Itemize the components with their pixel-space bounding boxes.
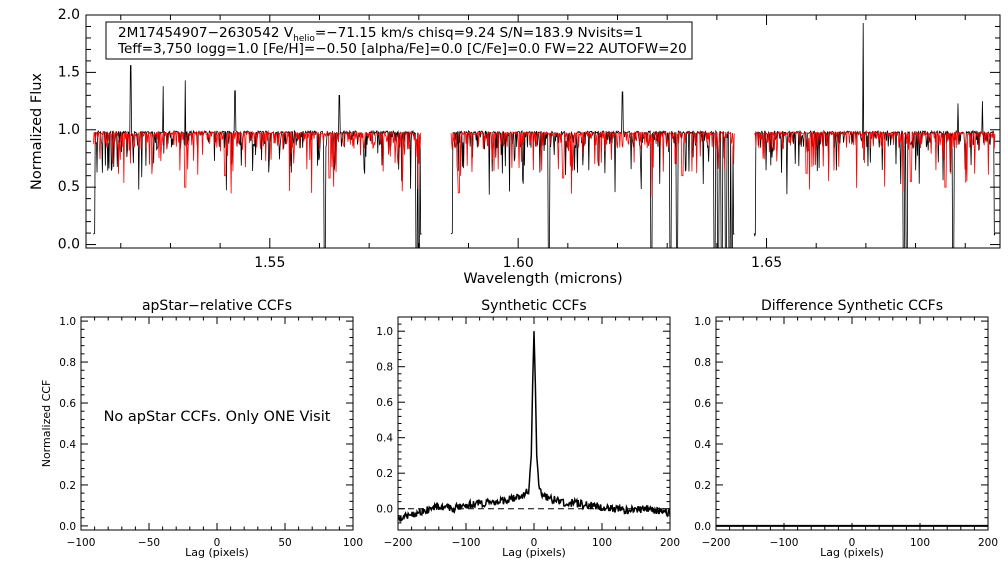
apstar-ccf-x-tick-label: −50 (138, 537, 160, 549)
apstar-ccf-title: apStar−relative CCFs (142, 298, 292, 314)
synthetic-ccf-x-tick-label: −200 (384, 537, 413, 549)
spectrum-y-axis-label: Normalized Flux (29, 73, 45, 190)
synthetic-ccf-line (397, 331, 671, 523)
spectrum-x-tick-label: 1.65 (751, 255, 782, 271)
synthetic-ccf-y-tick-label: 0.2 (376, 468, 393, 480)
synthetic-ccf-x-tick-label: 0 (531, 537, 538, 549)
difference-ccf-ticks: −200 −100 0 100 200 0.0 0.2 0.4 0.6 0.8 1.0 (694, 316, 998, 549)
spectrum-x-tick-label: 1.55 (254, 255, 285, 271)
apstar-ccf-y-tick-label: 0.0 (59, 521, 76, 533)
difference-ccf-x-tick-label: −100 (770, 537, 799, 549)
spectrum-x-tick-label: 1.60 (503, 255, 534, 271)
apstar-ccf-y-tick-label: 0.2 (59, 480, 76, 492)
apstar-ccf-x-tick-label: −100 (67, 537, 96, 549)
synthetic-ccf-y-tick-label: 0.6 (376, 397, 393, 409)
spectrum-ticks: 1.55 1.60 1.65 0.0 0.5 1.0 1.5 2.0 (58, 7, 1000, 271)
apstar-ccf-panel: apStar−relative CCFs −100 −50 0 50 100 0.0 0.2… (40, 298, 363, 559)
no-ccf-annotation: No apStar CCFs. Only ONE Visit (104, 409, 331, 425)
difference-ccf-x-axis-label: Lag (pixels) (820, 546, 884, 559)
synthetic-ccf-title: Synthetic CCFs (481, 298, 586, 314)
difference-ccf-y-tick-label: 0.4 (694, 439, 711, 451)
synthetic-ccf-y-tick-label: 0.0 (376, 504, 393, 516)
apstar-ccf-ticks: −100 −50 0 50 100 0.0 0.2 0.4 0.6 0.8 1.0 (59, 316, 363, 549)
info-line-2: Teff=3,750 logg=1.0 [Fe/H]=−0.50 [alpha/… (117, 41, 687, 57)
model-spectrum-line (93, 130, 996, 197)
synthetic-ccf-ticks: −200 −100 0 100 200 0.0 0.2 0.4 0.6 0.8 1.0 (376, 316, 680, 549)
apstar-ccf-y-tick-label: 0.8 (59, 357, 76, 369)
synthetic-ccf-panel: Synthetic CCFs −200 −100 0 100 200 0.0 0.2 0.4 0… (376, 298, 680, 559)
spectrum-x-axis-label: Wavelength (microns) (463, 271, 622, 287)
difference-ccf-panel: Difference Synthetic CCFs −200 −100 0 100 20… (694, 298, 998, 559)
difference-ccf-x-tick-label: 0 (849, 537, 856, 549)
spectrum-traces (93, 23, 996, 249)
spectrum-panel: 1.55 1.60 1.65 0.0 0.5 1.0 1.5 2.0 2M17454907−2… (29, 7, 1001, 287)
difference-ccf-y-tick-label: 0.0 (694, 521, 711, 533)
synthetic-ccf-y-tick-label: 1.0 (376, 326, 393, 338)
info-star-velocity-label: 2M17454907−2630542 V (118, 25, 294, 41)
apstar-ccf-y-tick-label: 0.6 (59, 398, 76, 410)
spectrum-y-tick-label: 0.0 (58, 237, 80, 253)
difference-ccf-y-tick-label: 0.2 (694, 480, 711, 492)
spectrum-plot-frame (85, 14, 1001, 249)
spectrum-y-tick-label: 1.5 (58, 64, 80, 80)
apstar-ccf-y-tick-label: 1.0 (59, 316, 76, 328)
synthetic-ccf-x-tick-label: 100 (592, 537, 612, 549)
apstar-ccf-y-tick-label: 0.4 (59, 439, 76, 451)
synthetic-ccf-y-tick-label: 0.4 (376, 433, 393, 445)
spectrum-y-tick-label: 2.0 (58, 7, 80, 23)
synthetic-ccf-x-tick-label: −100 (452, 537, 481, 549)
apstar-ccf-y-axis-label: Normalized CCF (40, 380, 53, 468)
spectrum-y-tick-label: 0.5 (58, 179, 80, 195)
difference-ccf-y-tick-label: 0.6 (694, 398, 711, 410)
difference-ccf-y-tick-label: 0.8 (694, 357, 711, 369)
synthetic-ccf-traces (397, 331, 671, 523)
info-line-1: 2M17454907−2630542 Vhelio=−71.15 km/s ch… (118, 25, 643, 44)
difference-ccf-x-tick-label: −200 (702, 537, 731, 549)
info-helio-subscript: helio (293, 34, 315, 44)
apstar-ccf-x-tick-label: 50 (278, 537, 291, 549)
apstar-ccf-x-tick-label: 100 (343, 537, 363, 549)
info-box (105, 21, 693, 60)
difference-ccf-x-tick-label: 100 (910, 537, 930, 549)
synthetic-ccf-y-tick-label: 0.8 (376, 362, 393, 374)
apstar-ccf-x-axis-label: Lag (pixels) (185, 546, 249, 559)
spectrum-y-tick-label: 1.0 (58, 122, 80, 138)
difference-ccf-title: Difference Synthetic CCFs (761, 298, 943, 314)
info-velocity-stats: =−71.15 km/s chisq=9.24 S/N=183.9 Nvisit… (315, 25, 643, 41)
difference-ccf-x-tick-label: 200 (978, 537, 998, 549)
synthetic-ccf-x-tick-label: 200 (660, 537, 680, 549)
synthetic-ccf-x-axis-label: Lag (pixels) (502, 546, 566, 559)
difference-ccf-y-tick-label: 1.0 (694, 316, 711, 328)
apstar-ccf-x-tick-label: 0 (214, 537, 221, 549)
